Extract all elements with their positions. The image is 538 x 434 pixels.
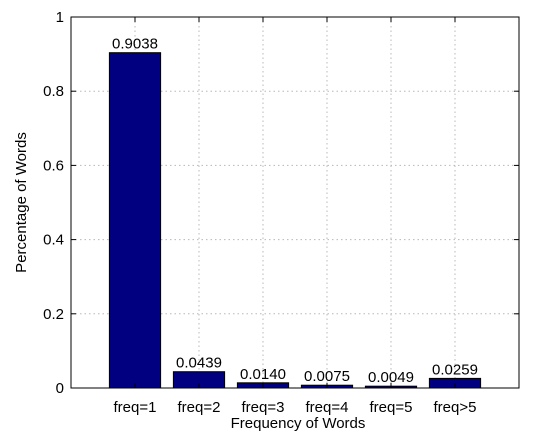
x-tick-label: freq=2	[178, 399, 221, 416]
y-tick-label: 0.4	[43, 232, 64, 249]
x-axis-label: Frequency of Words	[231, 415, 366, 432]
y-tick-label: 1	[56, 9, 64, 26]
data-label: 0.0049	[368, 369, 414, 386]
x-tick-label: freq>5	[434, 399, 477, 416]
y-tick-label: 0.2	[43, 306, 64, 323]
bar	[108, 52, 162, 389]
y-tick-label: 0.6	[43, 157, 64, 174]
x-tick-label: freq=1	[114, 399, 157, 416]
chart-labels: 0 0.2 0.4 0.6 0.8 1 0.9038 freq=1 0.0439 freq=2 0.…	[43, 9, 478, 416]
x-tick-label: freq=5	[370, 399, 413, 416]
data-label: 0.0075	[304, 368, 350, 385]
x-tick-label: freq=4	[306, 399, 349, 416]
x-tick-label: freq=3	[242, 399, 285, 416]
data-label: 0.0140	[240, 366, 286, 383]
data-label: 0.0439	[176, 355, 222, 372]
axis-ticks	[71, 16, 519, 389]
data-label: 0.9038	[112, 36, 158, 53]
y-tick-label: 0.8	[43, 83, 64, 100]
axes-frame	[70, 16, 520, 389]
bars	[108, 52, 482, 389]
y-axis-label: Percentage of Words	[13, 132, 30, 273]
y-tick-label: 0	[56, 380, 64, 397]
data-label: 0.0259	[432, 361, 478, 378]
